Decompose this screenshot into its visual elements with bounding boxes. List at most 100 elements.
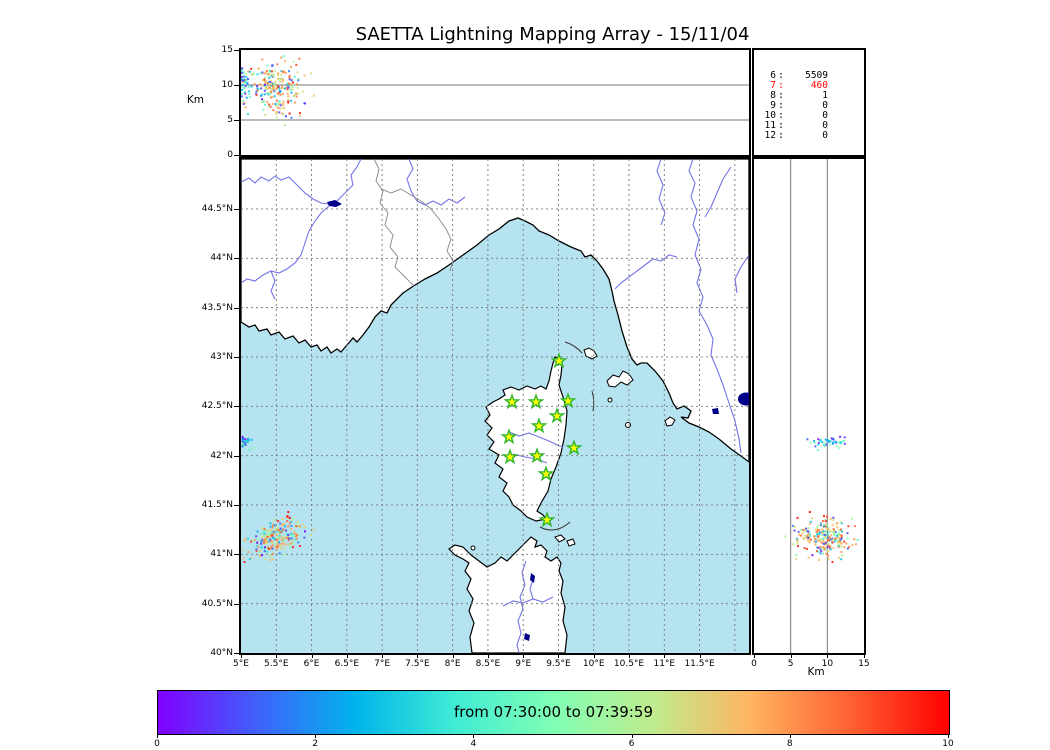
lon-tick-label: 9°E xyxy=(515,659,532,669)
lon-tick-label: 7.5°E xyxy=(405,659,430,669)
lightning-source-point xyxy=(272,88,275,91)
lightning-source-point xyxy=(272,522,275,525)
lightning-source-point xyxy=(267,534,270,537)
map-panel xyxy=(239,157,751,655)
lightning-source-point xyxy=(798,533,801,536)
lightning-source-point xyxy=(253,72,255,75)
lightning-source-point xyxy=(274,537,277,540)
lightning-source-point xyxy=(253,83,256,86)
lat-tick-mark xyxy=(234,554,239,556)
lightning-source-point xyxy=(288,85,291,88)
lat-tick-label: 40°N xyxy=(210,648,233,658)
lightning-source-point xyxy=(819,552,822,555)
alt-tick-mark-top xyxy=(234,155,239,156)
lightning-source-point xyxy=(829,545,832,548)
lightning-source-point xyxy=(282,523,285,525)
lightning-source-point xyxy=(241,70,243,73)
lightning-source-point xyxy=(271,540,274,543)
lat-tick-label: 42.5°N xyxy=(201,401,233,412)
lightning-source-point xyxy=(808,541,811,544)
lightning-source-point xyxy=(824,518,827,521)
lightning-source-point xyxy=(267,92,270,94)
lightning-source-point xyxy=(297,77,300,80)
lightning-source-point xyxy=(280,530,283,533)
lightning-source-point xyxy=(263,78,265,81)
lon-tick-mark xyxy=(523,653,525,658)
lightning-source-point xyxy=(243,445,246,448)
sardinia-landmass xyxy=(448,536,568,653)
lightning-source-point xyxy=(278,534,281,537)
lightning-source-point xyxy=(279,527,282,530)
lightning-source-point xyxy=(278,111,281,114)
lightning-source-point xyxy=(815,528,818,531)
lon-tick-label: 10°E xyxy=(582,659,605,669)
lightning-source-point xyxy=(244,438,247,441)
lightning-source-point xyxy=(284,60,287,63)
lightning-source-point xyxy=(822,530,825,533)
lightning-source-point xyxy=(271,88,273,90)
lat-tick-label: 44.5°N xyxy=(201,203,233,214)
altitude-vs-longitude-plot xyxy=(241,55,749,127)
lightning-source-point xyxy=(816,449,819,451)
lightning-source-point xyxy=(295,535,298,538)
lightning-source-point xyxy=(283,547,286,550)
lightning-source-point xyxy=(269,525,272,528)
lightning-source-point xyxy=(255,548,258,551)
lightning-source-point xyxy=(821,534,824,537)
lightning-source-point xyxy=(826,440,829,443)
lightning-source-point xyxy=(850,517,853,520)
lightning-source-point xyxy=(828,531,830,533)
lightning-source-point xyxy=(838,540,841,543)
station-count-row: 12: 0 xyxy=(754,131,864,141)
lightning-source-point xyxy=(290,534,293,537)
lightning-source-point xyxy=(822,525,825,528)
lightning-source-point xyxy=(287,525,290,528)
lightning-source-point xyxy=(793,529,796,532)
lightning-source-point xyxy=(271,534,273,537)
lightning-source-point xyxy=(273,545,276,548)
lightning-source-point xyxy=(242,78,245,81)
lightning-source-point xyxy=(802,529,805,532)
lightning-source-point xyxy=(268,531,271,534)
lightning-source-point xyxy=(827,558,830,561)
lightning-source-point xyxy=(278,552,281,555)
lightning-source-point xyxy=(280,73,283,76)
lightning-source-point xyxy=(260,540,263,543)
island-pianosa xyxy=(607,397,613,403)
lightning-source-point xyxy=(244,537,247,540)
station-count-cell: 10 xyxy=(764,110,776,121)
lightning-source-point xyxy=(297,79,300,82)
lightning-source-point xyxy=(803,547,806,550)
lightning-source-point xyxy=(266,550,269,553)
lon-tick-mark xyxy=(664,653,666,658)
lightning-source-point xyxy=(784,535,787,538)
station-count-row: 11: 0 xyxy=(754,121,864,131)
lightning-source-point xyxy=(278,531,281,534)
lightning-source-point xyxy=(259,532,262,535)
lightning-source-point xyxy=(795,553,798,556)
lightning-source-point xyxy=(287,533,290,536)
lightning-source-point xyxy=(796,541,799,544)
lightning-source-point xyxy=(292,60,295,63)
lightning-source-point xyxy=(846,547,849,550)
lightning-source-point xyxy=(286,92,289,95)
lightning-source-point xyxy=(831,437,834,440)
station-count-cell: : xyxy=(778,100,784,111)
lightning-source-point xyxy=(274,530,277,533)
lightning-source-point xyxy=(290,91,293,94)
lightning-source-point xyxy=(273,524,276,527)
lightning-source-point xyxy=(840,441,843,444)
lightning-source-point xyxy=(248,449,251,451)
lightning-source-point xyxy=(839,435,842,438)
lightning-source-point xyxy=(241,74,243,77)
lightning-source-point xyxy=(824,536,827,539)
lightning-source-point xyxy=(275,543,278,546)
lat-tick-mark xyxy=(234,504,239,506)
station-marker xyxy=(548,407,566,424)
colorbar-tick-label: 8 xyxy=(786,739,793,749)
lightning-source-point xyxy=(839,528,842,531)
lightning-source-point xyxy=(256,541,259,544)
lat-tick-mark xyxy=(234,455,239,457)
station-count-cell: 5509 xyxy=(805,70,828,81)
lightning-source-point xyxy=(819,523,822,526)
